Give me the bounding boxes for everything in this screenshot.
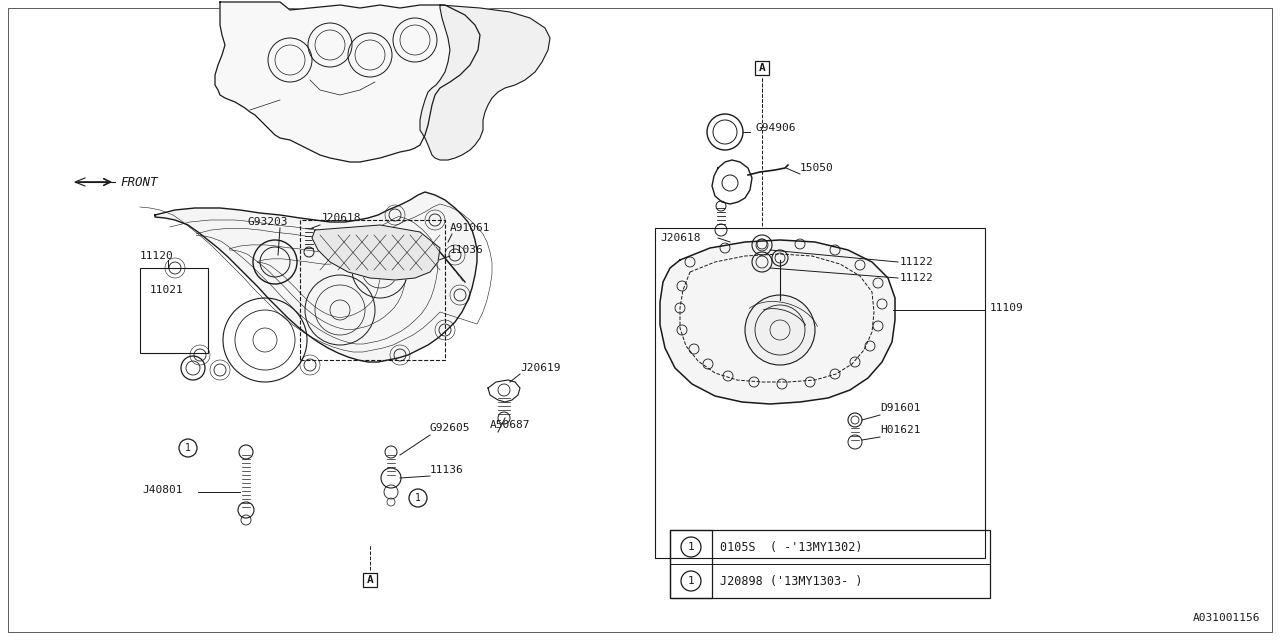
- Text: G94906: G94906: [755, 123, 795, 133]
- Text: 1: 1: [415, 493, 421, 503]
- Polygon shape: [155, 192, 477, 362]
- Text: J20618: J20618: [660, 233, 700, 243]
- Circle shape: [745, 295, 815, 365]
- Polygon shape: [660, 240, 895, 404]
- Polygon shape: [215, 2, 480, 162]
- Text: A031001156: A031001156: [1193, 613, 1260, 623]
- Text: A91061: A91061: [451, 223, 490, 233]
- Text: H01621: H01621: [881, 425, 920, 435]
- Text: 1: 1: [687, 542, 694, 552]
- Polygon shape: [312, 225, 440, 280]
- Text: 15050: 15050: [800, 163, 833, 173]
- Text: A50687: A50687: [490, 420, 530, 430]
- Text: A: A: [759, 63, 765, 73]
- Text: 1: 1: [687, 576, 694, 586]
- Bar: [655, 228, 986, 558]
- Text: 1: 1: [186, 443, 191, 453]
- Text: 11122: 11122: [900, 273, 933, 283]
- Polygon shape: [420, 5, 550, 160]
- Text: D91601: D91601: [881, 403, 920, 413]
- Text: 0105S  ( -'13MY1302): 0105S ( -'13MY1302): [719, 541, 863, 554]
- Text: 11136: 11136: [430, 465, 463, 475]
- Bar: [755, 61, 769, 75]
- Text: 11109: 11109: [989, 303, 1024, 313]
- Text: G92605: G92605: [430, 423, 471, 433]
- Text: J20619: J20619: [520, 363, 561, 373]
- Text: 11036: 11036: [451, 245, 484, 255]
- Bar: [364, 573, 378, 587]
- Text: A: A: [366, 575, 374, 585]
- Bar: [669, 530, 989, 598]
- Bar: [140, 268, 207, 353]
- Bar: [300, 220, 445, 360]
- Text: G93203: G93203: [248, 217, 288, 227]
- Bar: [669, 530, 712, 598]
- Text: FRONT: FRONT: [120, 175, 157, 189]
- Text: 11122: 11122: [900, 257, 933, 267]
- Text: J20618: J20618: [320, 213, 361, 223]
- Text: 11021: 11021: [150, 285, 184, 295]
- Text: J40801: J40801: [142, 485, 183, 495]
- Text: 11120: 11120: [140, 251, 174, 261]
- Text: J20898 ('13MY1303- ): J20898 ('13MY1303- ): [719, 575, 863, 588]
